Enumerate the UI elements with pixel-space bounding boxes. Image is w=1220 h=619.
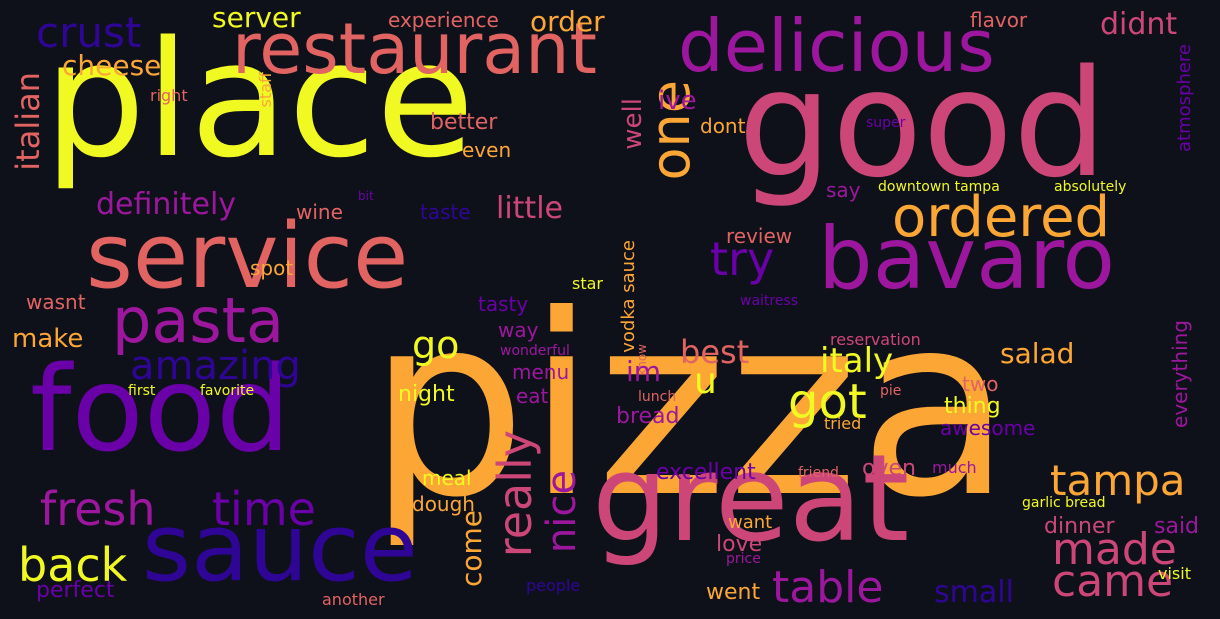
word-right: right [150,86,188,105]
word-sauce: sauce [142,494,418,603]
word-spot: spot [250,256,294,280]
word-reservation: reservation [830,330,921,349]
word-u: u [694,361,717,402]
word-went: went [706,580,761,605]
word-tampa: tampa [1050,456,1186,505]
word-first: first [128,383,156,399]
word-said: said [1154,514,1200,539]
word-absolutely: absolutely [1054,179,1127,195]
word-garlic-bread: garlic bread [1022,495,1106,511]
word-great: great [592,430,910,569]
word-perfect: perfect [36,578,115,603]
word-meal: meal [422,466,472,490]
word-love: love [716,532,763,557]
word-ive: ive [658,86,697,116]
word-best: best [680,333,750,371]
word-back: back [18,538,128,592]
word-tasty: tasty [478,292,529,316]
word-little: little [496,191,563,226]
word-wasnt: wasnt [26,290,86,314]
word-wonderful: wonderful [500,343,570,359]
word-night: night [398,382,455,407]
word-thing: thing [944,394,1001,419]
word-another: another [322,590,385,609]
word-bit: bit [358,189,374,203]
word-amazing: amazing [130,343,301,389]
word-dough: dough [412,492,475,516]
word-pie: pie [880,383,902,399]
word-oven: oven [862,456,916,481]
word-staff: staff [256,72,275,108]
word-go: go [412,323,460,367]
word-crust: crust [36,8,142,57]
word-people: people [526,576,581,595]
word-pasta: pasta [112,284,284,357]
word-star: star [572,274,603,293]
word-price: price [726,551,761,567]
word-ordered: ordered [892,185,1111,250]
word-super: super [866,115,906,131]
word-dinner: dinner [1044,514,1115,539]
word-definitely: definitely [96,187,237,222]
word-want: want [728,512,773,533]
word-downtown-tampa: downtown tampa [878,179,1000,195]
word-even: even [462,138,512,162]
word-made: made [1052,524,1177,575]
word-favorite: favorite [200,383,255,399]
word-eat: eat [516,384,549,408]
word-time: time [212,482,316,536]
word-service: service [86,204,409,309]
word-two: two [962,372,999,396]
word-better: better [430,110,498,135]
word-awesome: awesome [940,416,1036,440]
word-tried: tried [824,414,862,433]
word-say: say [826,178,861,202]
word-vodka-sauce: vodka sauce [618,240,639,353]
word-waitress: waitress [740,293,799,309]
word-nice: nice [539,470,585,554]
word-flavor: flavor [970,8,1028,32]
word-bavaro: bavaro [818,209,1115,309]
word-much: much [932,458,977,477]
word-server: server [212,1,301,34]
word-order: order [530,5,605,38]
word-come: come [455,510,488,588]
word-experience: experience [388,8,499,32]
word-italian: italian [9,72,47,171]
word-cheese: cheese [62,49,162,82]
word-salad: salad [1000,337,1075,370]
word-fresh: fresh [40,482,156,536]
word-way: way [498,318,539,342]
word-menu: menu [512,360,570,384]
word-didnt: didnt [1100,7,1178,42]
word-bread: bread [616,404,680,429]
word-food: food [30,340,291,478]
word-im: im [626,355,662,388]
word-got: got [788,374,867,430]
word-italy: italy [820,341,894,381]
word-delicious: delicious [678,4,995,88]
word-atmosphere: atmosphere [1174,44,1195,152]
word-came: came [1052,556,1174,607]
word-everything: everything [1168,320,1192,428]
word-pizza: pizza [368,261,1012,552]
word-make: make [12,324,84,354]
word-small: small [934,575,1014,610]
word-place: place [44,6,475,193]
word-visit: visit [1158,564,1191,583]
word-review: review [726,224,793,248]
word-dont: dont [700,114,746,138]
word-excellent: excellent [656,460,756,485]
word-friend: friend [798,465,839,481]
word-try: try [710,232,775,286]
word-table: table [772,562,884,613]
word-well: well [618,98,648,150]
word-lunch: lunch [638,389,677,405]
word-really: really [488,430,542,558]
word-wine: wine [296,200,343,224]
word-taste: taste [420,200,471,224]
word-restaurant: restaurant [232,8,597,90]
word-good: good [738,38,1107,210]
